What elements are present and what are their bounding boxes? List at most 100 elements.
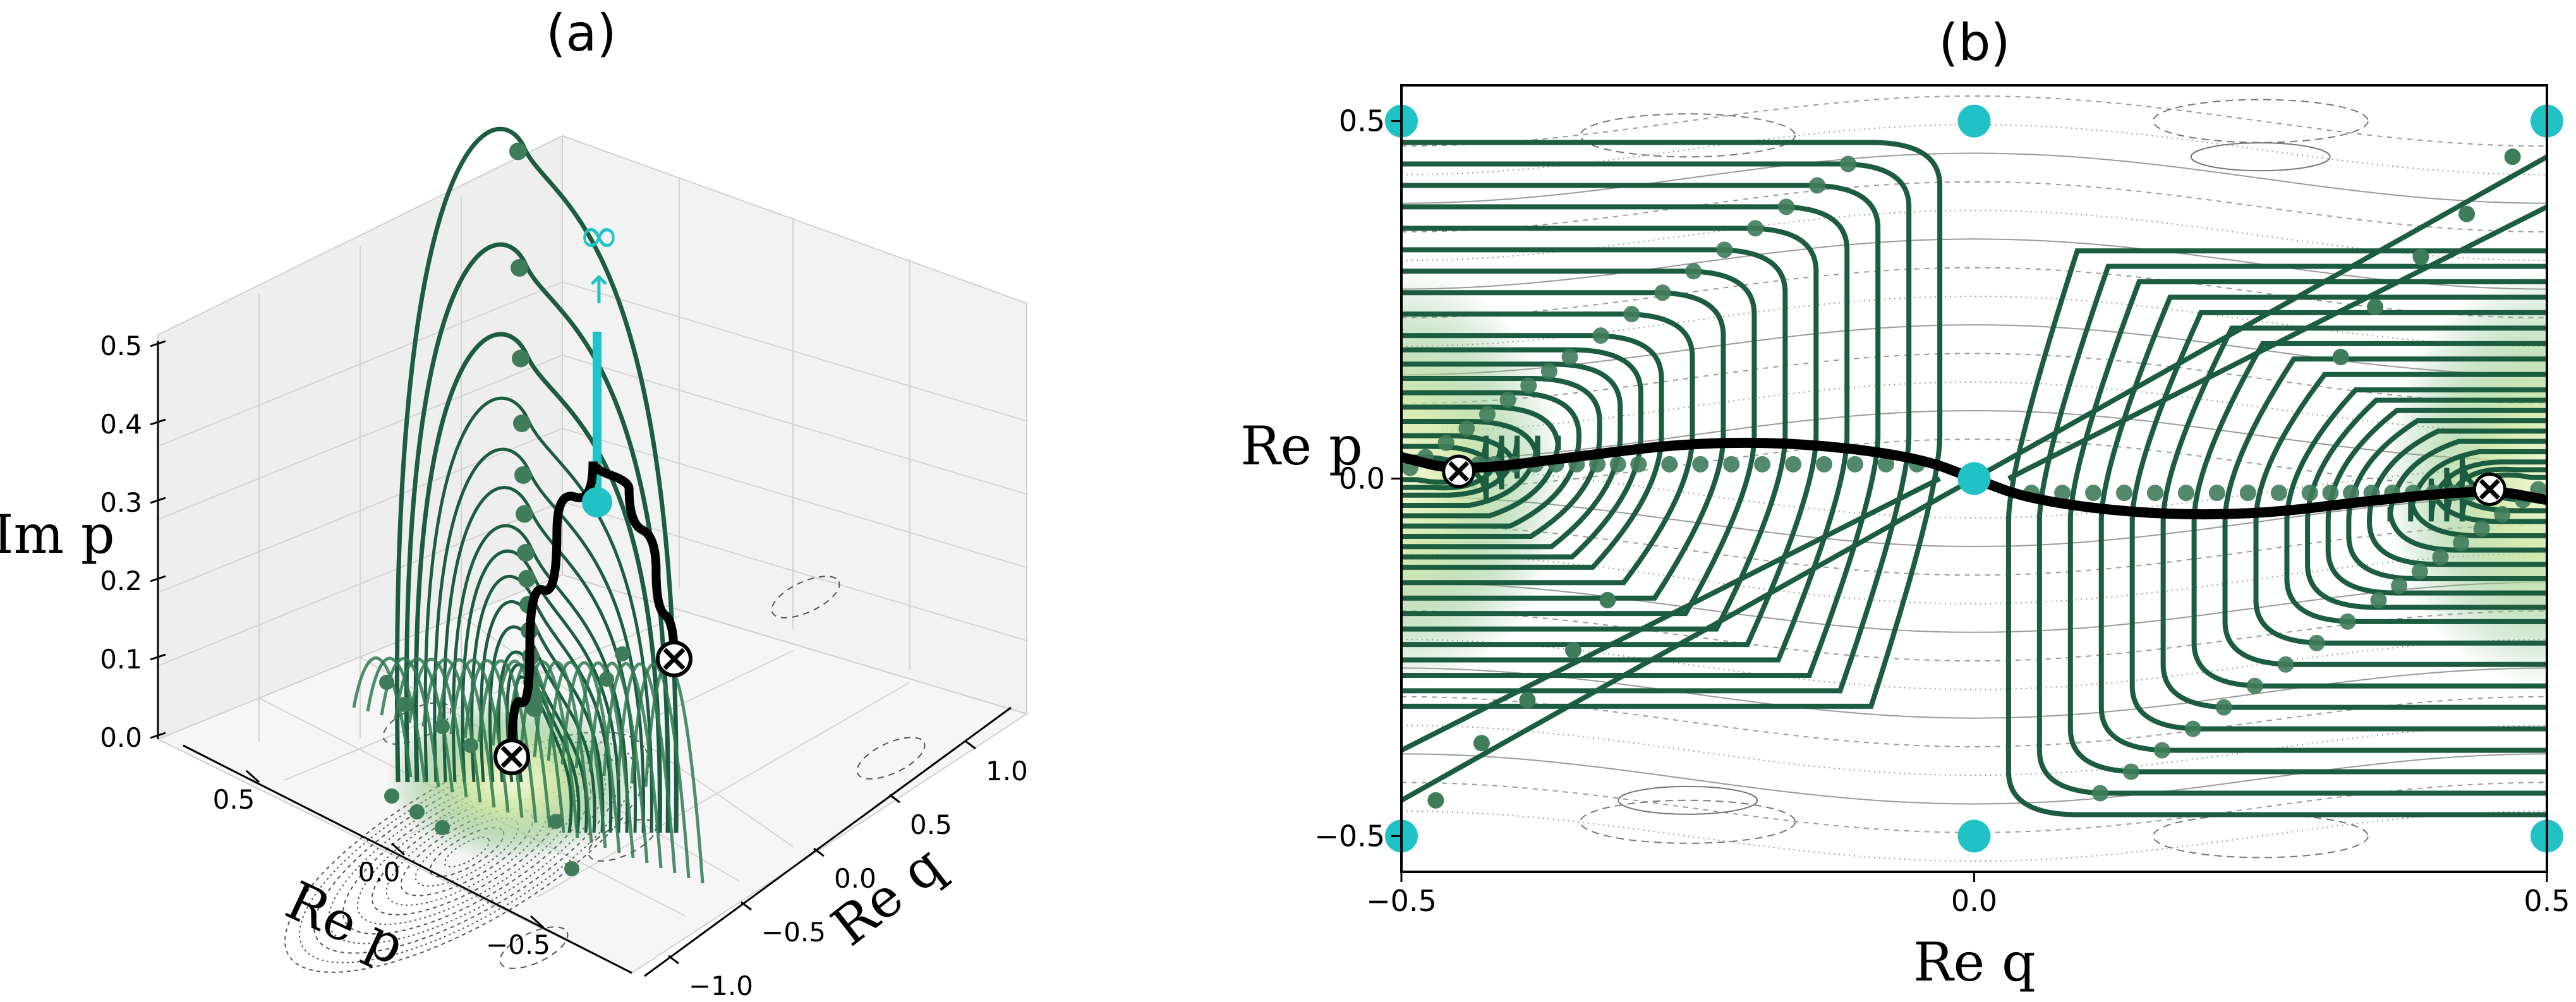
flow-point: [514, 466, 532, 484]
flow-point: [511, 259, 528, 277]
flow-point: [2122, 763, 2139, 780]
contour-line: [1401, 581, 2547, 633]
x-tick-label: 0.0: [1951, 884, 1997, 918]
flow-point: [1685, 263, 1702, 280]
x-tick-label: 0.5: [2524, 884, 2570, 918]
grid-line: [562, 428, 1027, 569]
x-tick-label: −0.5: [1366, 884, 1437, 918]
flow-point: [1754, 456, 1771, 473]
z-tick: [150, 340, 166, 347]
x-axis-label: Re q: [820, 834, 955, 958]
grid-line: [562, 281, 1027, 422]
flow-point: [526, 699, 543, 717]
flow-loop-right: [2387, 438, 2547, 553]
flow-loop-right: [2346, 418, 2547, 581]
flow-point: [2091, 785, 2108, 802]
flow-point: [2054, 485, 2071, 502]
flow-point: [1809, 177, 1826, 194]
cross-marker: [1442, 454, 1476, 488]
flow-point: [2412, 248, 2429, 265]
flow-point: [1785, 456, 1802, 473]
panel-b: (b) −0.5 0.0 0.5 −0.5 0.0 0.5 Re q Re p: [1240, 13, 2570, 993]
x-tick: [813, 847, 825, 857]
flow-point: [2308, 634, 2325, 651]
flow-loop-left: [1401, 433, 1520, 498]
flow-loop-left: [1401, 140, 1943, 709]
x-tick: [889, 794, 900, 804]
flow-arch-fill: [352, 656, 413, 778]
x-tick-label: 0.5: [910, 809, 952, 840]
contour-island: [1580, 113, 1796, 158]
flow-point: [2391, 577, 2408, 595]
flow-loop-left: [1401, 361, 1623, 550]
flow-point: [1661, 456, 1678, 473]
flow-point: [1520, 377, 1537, 394]
flow-point: [1499, 392, 1516, 408]
cyan-fixed-point: [1957, 462, 1991, 495]
flow-arch-fill: [435, 658, 496, 808]
flow-loop-left: [1401, 404, 1561, 519]
flow-point: [1519, 692, 1536, 709]
flow-loop-left: [1401, 347, 1643, 560]
flow-loop-left: [1401, 161, 1912, 694]
x-tick: [668, 955, 679, 965]
contour-island: [771, 576, 840, 619]
contour-island: [499, 926, 569, 969]
flow-point: [516, 505, 533, 523]
y-tick: [390, 842, 406, 856]
y-tick-label: −0.5: [1314, 819, 1385, 853]
flow-point: [1478, 406, 1496, 423]
flow-point: [1592, 327, 1609, 344]
contour-island: [856, 737, 926, 780]
flow-loop-right: [2305, 397, 2547, 610]
x-axis-line: [644, 706, 1012, 977]
contour-line: [1401, 152, 2547, 204]
z-axis-label: Im p: [0, 504, 115, 565]
y-tick-label: 0.0: [358, 857, 401, 888]
cross-marker-right-3d: [656, 641, 692, 677]
z-ticks: 0.0 0.1 0.2 0.3 0.4 0.5: [100, 330, 166, 753]
flow-loop-left: [1401, 311, 1695, 586]
contour-island: [1580, 799, 1796, 844]
flow-point: [2332, 349, 2349, 366]
flow-loop-right: [2408, 449, 2547, 539]
flow-point: [435, 820, 450, 835]
z-tick: [150, 497, 166, 504]
flow-point: [2239, 485, 2256, 502]
flow-loop-right: [2444, 466, 2547, 522]
contour-island-inner: [2190, 142, 2331, 172]
flow-point: [2277, 656, 2294, 673]
flow-point: [2458, 205, 2476, 222]
flow-point: [409, 804, 425, 819]
flow-point: [2301, 485, 2318, 502]
flow-point: [1540, 363, 1557, 380]
contour-line: [1401, 324, 2547, 376]
panel-a: (a) ∞ ↑ 0.00.10.20.30.40.5 I: [0, 4, 1029, 1001]
contour-line: [1401, 753, 2547, 805]
z-tick: [150, 653, 166, 661]
z-tick-label: 0.5: [100, 330, 142, 361]
flow-point: [2504, 148, 2521, 166]
flow-loop-left: [1401, 333, 1664, 570]
flow-diagonal: [1401, 476, 1976, 803]
flow-point: [435, 719, 450, 734]
flow-arch-fill: [408, 658, 468, 798]
flow-point: [599, 672, 614, 687]
cyan-point-3d: [582, 487, 612, 517]
flow-loop-right: [2325, 407, 2547, 596]
flow-arch-fill: [602, 662, 663, 869]
flow-loop-right: [2253, 371, 2547, 646]
x-tick-label: 1.0: [986, 756, 1028, 787]
x-tick-label: 0.0: [834, 863, 876, 894]
flow-point: [2322, 485, 2339, 502]
flow-point: [513, 414, 531, 432]
flow-point: [2184, 720, 2201, 737]
cyan-fixed-point: [1957, 819, 1991, 853]
y-axis-line: [183, 744, 632, 974]
flow-point: [1630, 456, 1647, 473]
x-axis-label-b: Re q: [1913, 931, 2035, 993]
flow-arch-fill: [588, 661, 649, 864]
z-tick: [150, 575, 166, 582]
flow-point: [1778, 198, 1795, 215]
flow-point: [548, 814, 564, 829]
